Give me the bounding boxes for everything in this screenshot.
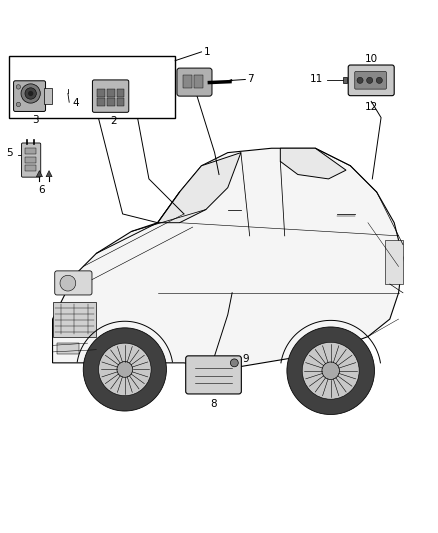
Bar [183,75,192,88]
Circle shape [117,361,133,377]
Polygon shape [46,171,52,177]
Text: 7: 7 [247,74,254,84]
Circle shape [21,84,40,103]
Circle shape [302,342,359,399]
Circle shape [376,77,382,84]
Bar [97,98,105,106]
Circle shape [60,275,76,291]
Bar [57,343,79,354]
Text: 12: 12 [364,102,378,112]
Text: 10: 10 [365,54,378,64]
Polygon shape [36,171,42,177]
FancyBboxPatch shape [92,80,129,112]
Bar [9,56,175,118]
Polygon shape [158,152,241,223]
Bar [194,75,203,88]
Circle shape [322,362,339,379]
Circle shape [287,327,374,415]
Text: 9: 9 [242,354,249,365]
Bar [97,88,105,96]
Polygon shape [53,148,403,367]
Bar [25,165,36,172]
Bar [44,88,52,104]
Text: 4: 4 [72,98,79,108]
Circle shape [16,102,21,107]
Circle shape [367,77,373,84]
Text: 3: 3 [32,115,39,125]
Circle shape [16,85,21,89]
Circle shape [28,91,33,96]
Circle shape [357,77,363,84]
Circle shape [25,88,36,99]
FancyBboxPatch shape [21,143,41,177]
FancyBboxPatch shape [355,71,386,89]
FancyBboxPatch shape [177,68,212,96]
Text: 5: 5 [7,148,13,158]
Text: 6: 6 [38,185,45,196]
Bar [117,98,124,106]
Circle shape [99,343,151,395]
FancyBboxPatch shape [55,271,92,295]
Bar [385,240,403,284]
Bar [343,77,347,84]
Text: 11: 11 [310,74,323,84]
FancyBboxPatch shape [348,65,394,96]
FancyBboxPatch shape [186,356,241,394]
Bar [107,88,115,96]
Bar [25,148,36,154]
FancyBboxPatch shape [14,81,46,111]
Bar [107,98,115,106]
Circle shape [230,359,238,367]
Text: 2: 2 [110,116,117,126]
Text: 1: 1 [204,47,210,57]
Text: 8: 8 [210,399,217,409]
Bar [53,302,96,336]
Circle shape [83,328,166,411]
Bar [25,157,36,163]
Bar [117,88,124,96]
Polygon shape [280,148,346,179]
